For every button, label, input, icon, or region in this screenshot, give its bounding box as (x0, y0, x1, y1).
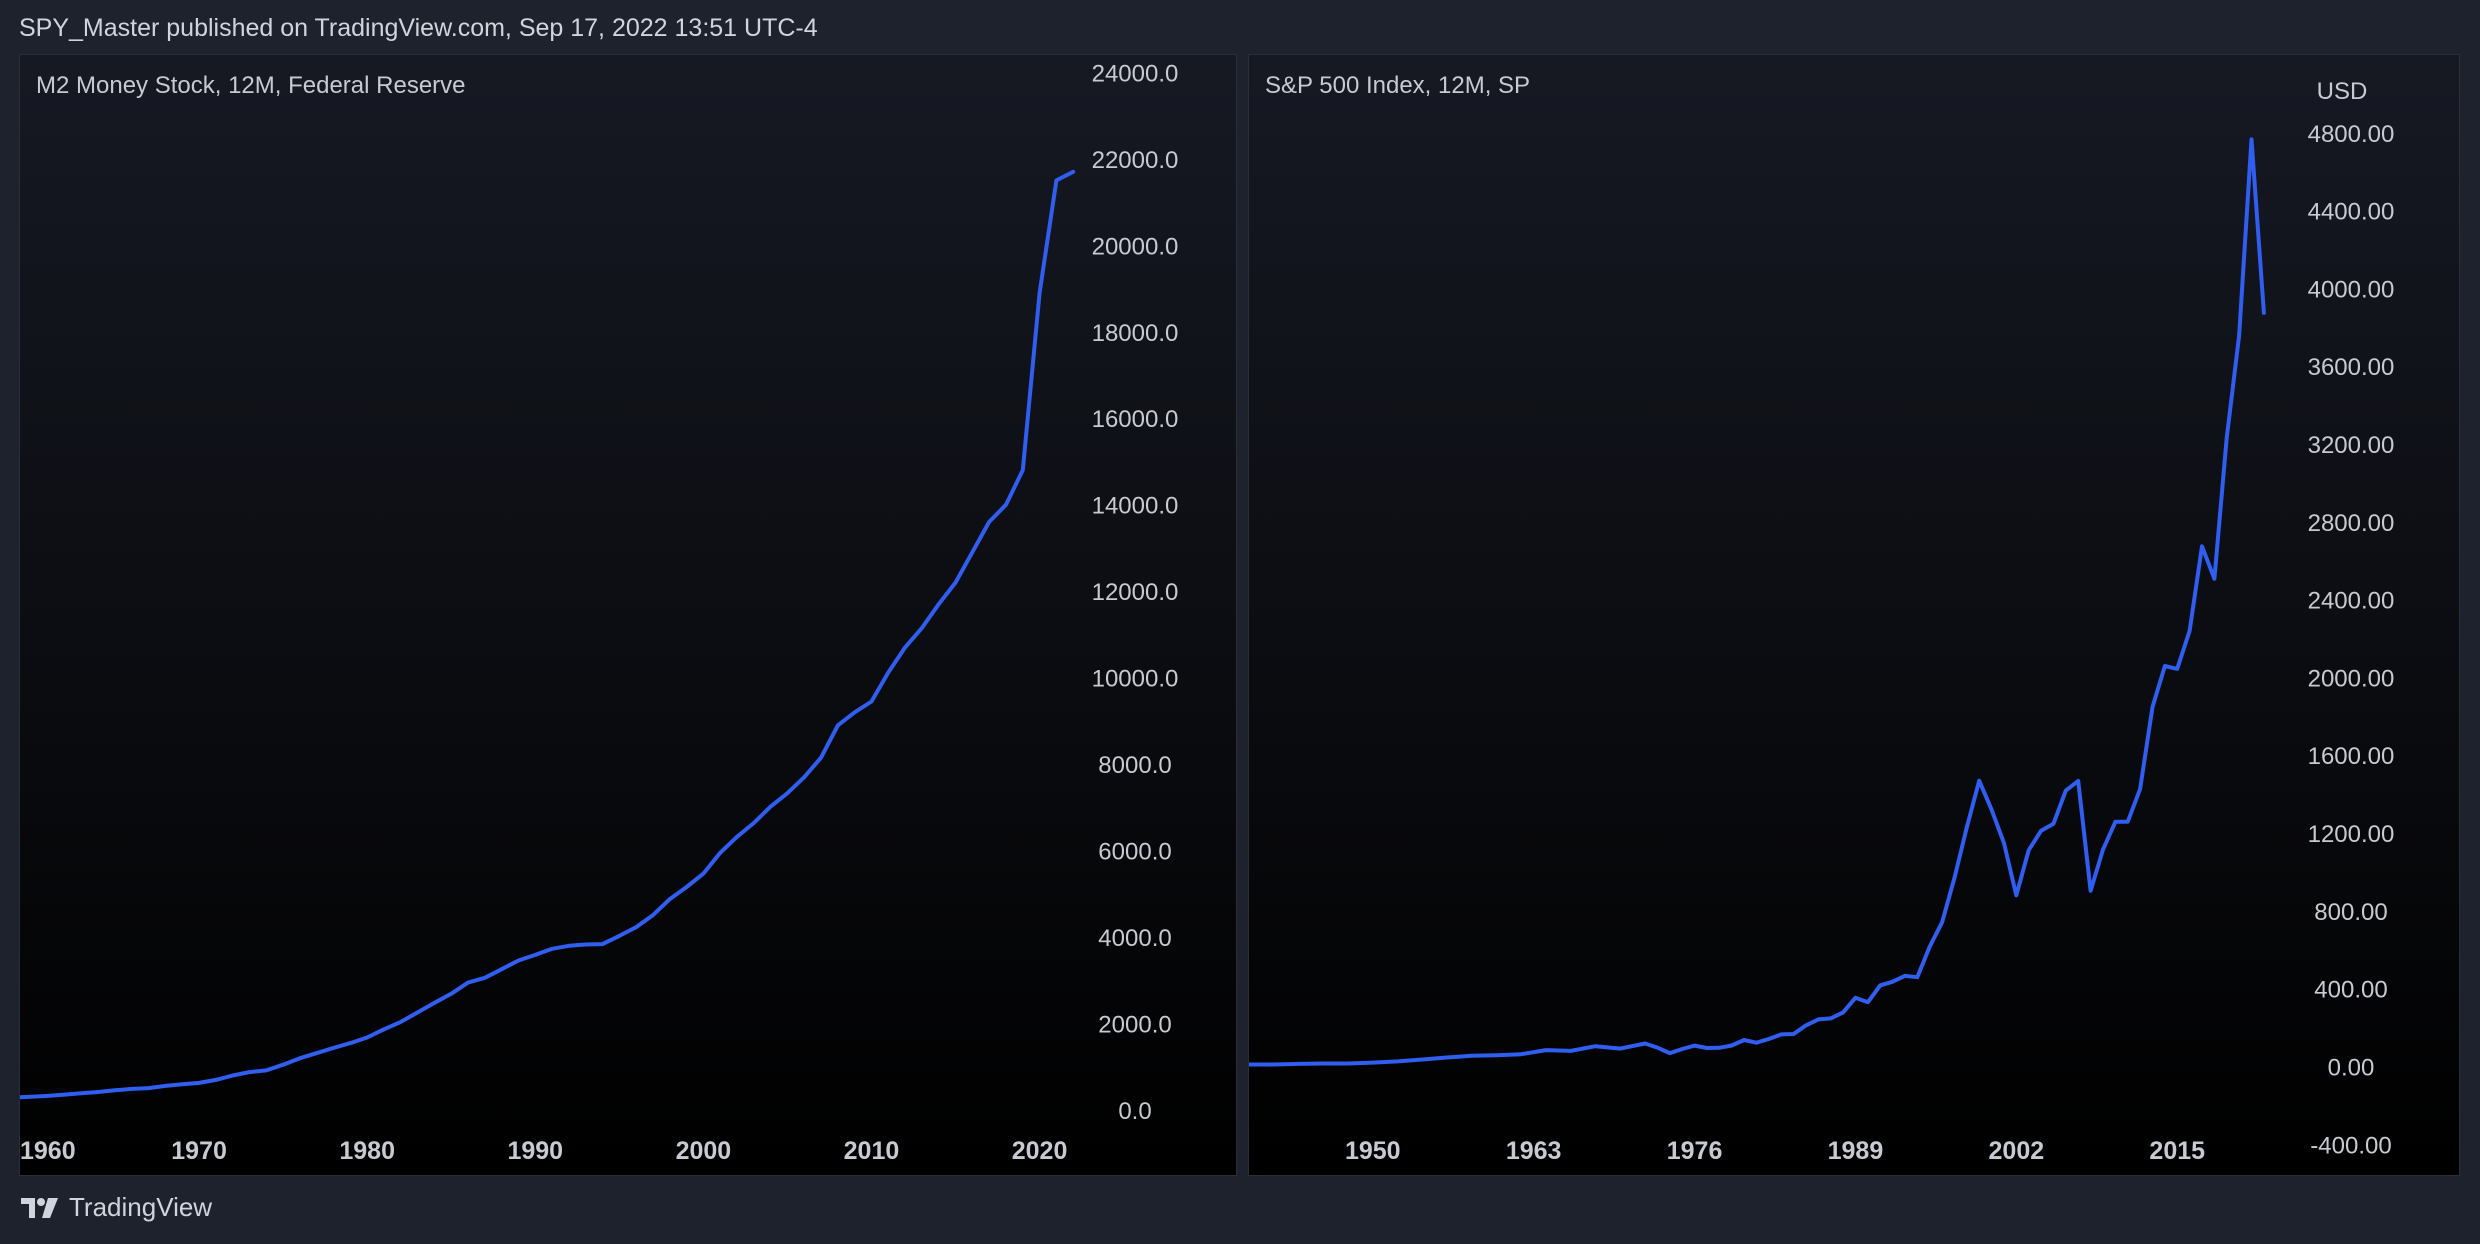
sp500-y-tick-label: 400.00 (2314, 977, 2387, 1004)
sp500-y-tick-label: 800.00 (2314, 899, 2387, 926)
m2-y-tick-label: 16000.0 (1092, 406, 1179, 433)
m2-x-tick-label: 1970 (171, 1137, 227, 1165)
sp500-y-tick-label: 4000.00 (2308, 276, 2395, 303)
m2-y-tick-label: 22000.0 (1092, 147, 1179, 174)
sp500-y-tick-label: 3200.00 (2308, 432, 2395, 459)
m2-series-line[interactable] (20, 169, 1076, 1100)
m2-x-tick-label: 1960 (20, 1137, 76, 1165)
sp500-x-tick-label: 1989 (1828, 1137, 1884, 1165)
m2-chart-title: M2 Money Stock, 12M, Federal Reserve (36, 72, 466, 99)
sp500-y-tick-label: 3600.00 (2308, 354, 2395, 381)
sp500-y-tick-label: 2400.00 (2308, 588, 2395, 615)
sp500-chart-panel[interactable]: S&P 500 Index, 12M, SP 4800.00 4400.00 400… (1248, 54, 2460, 1176)
sp500-y-tick-label: 1600.00 (2308, 743, 2395, 770)
sp500-y-tick-label: 4400.00 (2308, 199, 2395, 226)
m2-chart-panel[interactable]: M2 Money Stock, 12M, Federal Reserve 240… (19, 54, 1237, 1176)
publish-info: SPY_Master published on TradingView.com,… (19, 14, 818, 42)
sp500-y-tick-label: -400.00 (2310, 1132, 2391, 1159)
sp500-chart-svg[interactable]: 4800.00 4400.00 4000.00 3600.00 3200.00 2800.… (1249, 55, 2459, 1175)
m2-x-tick-label: 1990 (507, 1137, 563, 1165)
sp500-series-line[interactable] (1249, 137, 2266, 1067)
sp500-y-tick-label: 2000.00 (2308, 665, 2395, 692)
sp500-x-tick-label: 1950 (1345, 1137, 1401, 1165)
sp500-y-tick-label: 1200.00 (2308, 821, 2395, 848)
m2-y-tick-label: 0.0 (1118, 1098, 1151, 1125)
footer-brand[interactable]: TradingView (19, 1192, 212, 1223)
m2-y-tick-label: 2000.0 (1098, 1012, 1171, 1039)
m2-x-tick-label: 2020 (1012, 1137, 1068, 1165)
sp500-y-tick-label: 4800.00 (2308, 121, 2395, 148)
m2-y-tick-label: 12000.0 (1092, 579, 1179, 606)
sp500-x-tick-label: 2002 (1989, 1137, 2045, 1165)
sp500-x-tick-label: 1976 (1667, 1137, 1723, 1165)
m2-chart-svg[interactable]: 24000.022000.020000.018000.016000.014000… (20, 55, 1236, 1175)
m2-y-tick-label: 6000.0 (1098, 839, 1171, 866)
m2-y-tick-label: 18000.0 (1092, 320, 1179, 347)
sp500-y-tick-label: 2800.00 (2308, 510, 2395, 537)
sp500-x-tick-label: 1963 (1506, 1137, 1562, 1165)
m2-y-tick-label: 14000.0 (1092, 493, 1179, 520)
sp500-unit-label: USD (2317, 78, 2368, 105)
m2-y-tick-label: 20000.0 (1092, 233, 1179, 260)
footer-brand-label: TradingView (69, 1192, 213, 1222)
m2-x-tick-label: 1980 (339, 1137, 395, 1165)
tradingview-logo-icon (21, 1197, 58, 1218)
sp500-x-tick-label: 2015 (2149, 1137, 2205, 1165)
m2-y-tick-label: 24000.0 (1092, 60, 1179, 87)
m2-y-tick-label: 8000.0 (1098, 752, 1171, 779)
m2-x-tick-label: 2000 (676, 1137, 732, 1165)
m2-y-tick-label: 10000.0 (1092, 666, 1179, 693)
sp500-chart-title: S&P 500 Index, 12M, SP (1265, 72, 1531, 99)
sp500-y-tick-label: 0.00 (2328, 1054, 2375, 1081)
m2-x-tick-label: 2010 (844, 1137, 900, 1165)
m2-y-tick-label: 4000.0 (1098, 925, 1171, 952)
